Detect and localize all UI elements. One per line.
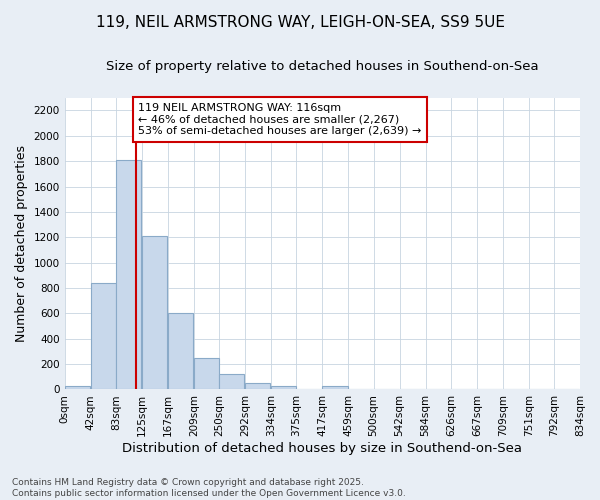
Bar <box>245 383 271 390</box>
Bar <box>142 236 167 390</box>
Y-axis label: Number of detached properties: Number of detached properties <box>15 145 28 342</box>
Text: 119, NEIL ARMSTRONG WAY, LEIGH-ON-SEA, SS9 5UE: 119, NEIL ARMSTRONG WAY, LEIGH-ON-SEA, S… <box>95 15 505 30</box>
Bar <box>168 314 193 390</box>
X-axis label: Distribution of detached houses by size in Southend-on-Sea: Distribution of detached houses by size … <box>122 442 523 455</box>
Bar <box>194 358 219 390</box>
Bar <box>322 386 347 390</box>
Bar <box>116 160 141 390</box>
Bar <box>65 386 90 390</box>
Title: Size of property relative to detached houses in Southend-on-Sea: Size of property relative to detached ho… <box>106 60 539 73</box>
Bar <box>271 386 296 390</box>
Bar <box>91 283 116 390</box>
Bar <box>219 374 244 390</box>
Text: Contains HM Land Registry data © Crown copyright and database right 2025.
Contai: Contains HM Land Registry data © Crown c… <box>12 478 406 498</box>
Text: 119 NEIL ARMSTRONG WAY: 116sqm
← 46% of detached houses are smaller (2,267)
53% : 119 NEIL ARMSTRONG WAY: 116sqm ← 46% of … <box>138 103 422 136</box>
